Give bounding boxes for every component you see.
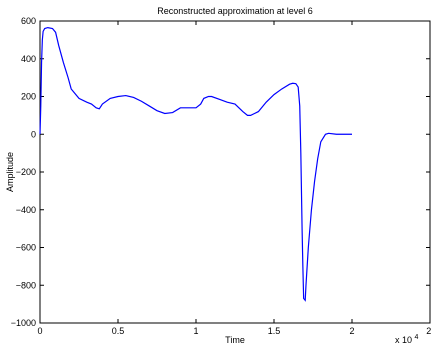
plot-area — [39, 20, 431, 324]
x-axis-multiplier-exponent: 4 — [415, 334, 419, 341]
x-axis-ticks: 0 0.5 1 1.5 2 2. — [37, 21, 431, 336]
y-tick-label: −200 — [16, 167, 36, 177]
y-tick-label: 0 — [31, 129, 36, 139]
x-tick-label: 0 — [37, 326, 42, 336]
x-tick-label: 0.5 — [112, 326, 125, 336]
y-axis-ticks: −1000 −800 −600 −400 −200 0 200 400 600 — [11, 16, 430, 328]
x-axis-multiplier: x 10 4 — [395, 334, 419, 345]
y-tick-label: 400 — [21, 54, 36, 64]
series-line — [39, 26, 352, 302]
x-axis-label: Time — [225, 335, 245, 345]
y-tick-label: −400 — [16, 205, 36, 215]
y-axis-label: Amplitude — [5, 152, 15, 192]
y-tick-label: −600 — [16, 243, 36, 253]
y-tick-label: 600 — [21, 16, 36, 26]
x-tick-label: 1 — [193, 326, 198, 336]
x-tick-label: 2 — [349, 326, 354, 336]
y-tick-label: 200 — [21, 92, 36, 102]
y-tick-label: −1000 — [11, 318, 36, 328]
x-axis-multiplier-base: x 10 — [395, 335, 412, 345]
y-tick-label: −800 — [16, 280, 36, 290]
x-tick-label: 1.5 — [268, 326, 281, 336]
x-tick-label: 2. — [426, 326, 431, 336]
chart-title: Reconstructed approximation at level 6 — [157, 6, 313, 16]
